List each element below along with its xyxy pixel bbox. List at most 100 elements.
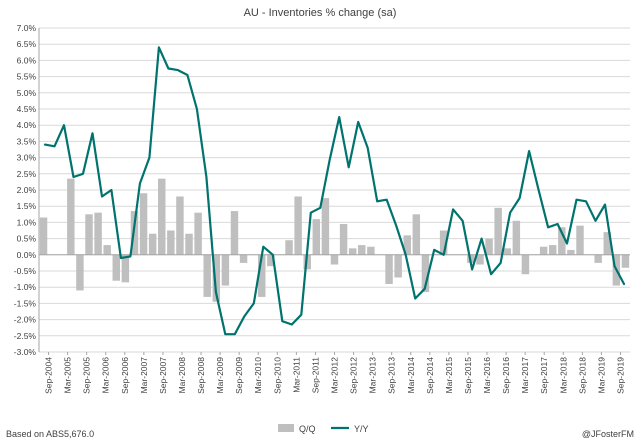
bar	[521, 254, 530, 275]
bar	[603, 232, 611, 255]
bar	[576, 225, 584, 255]
bar	[439, 230, 448, 255]
legend: Q/Q Y/Y	[278, 424, 369, 434]
bar	[512, 220, 521, 255]
y-tick-label: 0.0%	[17, 250, 37, 260]
y-tick-label: -2.0%	[14, 315, 37, 325]
bar	[148, 233, 157, 255]
y-axis-labels: 7.0% 6.5% 6.0% 5.5% 5.0% 4.5% 4.0% 3.5% 3.0% 2.5%…	[14, 23, 37, 357]
bar	[403, 235, 411, 255]
x-tick-label: Sep-2015	[463, 357, 473, 394]
bar	[567, 249, 575, 255]
x-tick-label: Sep-2016	[501, 357, 511, 394]
bar	[285, 240, 293, 255]
x-tick-label: Mar-2010	[253, 357, 263, 394]
y-tick-label: 7.0%	[17, 23, 37, 33]
x-tick-label: Sep-2004	[44, 357, 54, 394]
x-tick-label: Mar-2012	[330, 357, 340, 394]
x-axis-labels: Sep-2004 Mar-2005 Sep-2005 Mar-2006 Sep-2006…	[44, 357, 626, 394]
bar	[221, 254, 230, 286]
x-tick-label: Mar-2005	[63, 357, 73, 394]
y-tick-label: 5.5%	[17, 72, 37, 82]
bar	[158, 178, 166, 255]
bar	[258, 254, 266, 297]
x-tick-label: Mar-2015	[444, 357, 454, 394]
y-tick-label: 0.5%	[17, 234, 37, 244]
bar	[367, 246, 375, 255]
legend-swatch-qq	[278, 424, 294, 432]
bar	[358, 245, 366, 255]
x-tick-label: Mar-2017	[520, 357, 530, 394]
bar	[203, 254, 211, 297]
bar	[85, 214, 93, 255]
y-tick-label: 4.5%	[17, 104, 37, 114]
bar	[348, 248, 357, 255]
x-tick-label: Mar-2011	[291, 357, 301, 393]
bar	[167, 230, 175, 255]
x-tick-label: Sep-2005	[82, 357, 92, 394]
bar	[621, 254, 630, 268]
bar	[312, 219, 321, 255]
bar	[539, 246, 548, 255]
x-tick-label: Sep-2019	[615, 357, 625, 394]
y-tick-label: 6.0%	[17, 55, 37, 65]
y-tick-label: -2.5%	[14, 331, 37, 341]
bar	[139, 193, 148, 255]
yy-line	[43, 46, 626, 336]
y-tick-label: -0.5%	[14, 266, 37, 276]
bar-series	[39, 178, 630, 302]
y-tick-label: 3.5%	[17, 136, 37, 146]
bar	[476, 254, 484, 265]
y-tick-label: -3.0%	[14, 347, 37, 357]
x-tick-label: Mar-2018	[558, 357, 568, 394]
x-tick-label: Sep-2018	[577, 357, 587, 394]
bar	[339, 224, 348, 255]
y-tick-label: -1.5%	[14, 298, 37, 308]
bar	[39, 217, 48, 255]
bar	[294, 196, 302, 255]
x-tick-label: Mar-2007	[139, 357, 149, 394]
bar	[330, 254, 339, 265]
y-tick-label: 5.0%	[17, 88, 37, 98]
x-tick-label: Sep-2014	[425, 357, 435, 394]
chart-title: AU - Inventories % change (sa)	[244, 7, 397, 19]
bar	[421, 254, 430, 293]
bar	[67, 178, 75, 255]
line-series	[43, 46, 626, 336]
axes	[38, 28, 630, 355]
x-tick-label: Sep-2006	[120, 357, 130, 394]
y-tick-label: 1.5%	[17, 201, 37, 211]
grid-lines	[39, 27, 630, 353]
bar	[385, 254, 393, 284]
bar	[185, 233, 193, 255]
bar	[267, 254, 275, 267]
bar	[503, 248, 511, 255]
bar	[548, 245, 557, 255]
bar	[194, 212, 202, 255]
bar	[412, 214, 421, 255]
x-tick-label: Mar-2019	[596, 357, 606, 394]
x-tick-label: Mar-2014	[406, 357, 416, 394]
bar	[239, 254, 248, 263]
x-tick-label: Sep-2007	[158, 357, 168, 394]
x-tick-label: Sep-2012	[349, 357, 359, 394]
bar	[594, 254, 602, 263]
bar	[494, 207, 502, 255]
x-tick-label: Sep-2013	[387, 357, 397, 394]
bar	[112, 254, 121, 281]
x-tick-label: Sep-2011	[310, 357, 320, 394]
y-tick-label: 2.0%	[17, 185, 37, 195]
bar	[76, 254, 84, 291]
x-tick-label: Sep-2009	[234, 357, 244, 394]
legend-label-yy: Y/Y	[354, 424, 369, 434]
y-tick-label: -1.0%	[14, 282, 37, 292]
x-tick-label: Sep-2008	[196, 357, 206, 394]
y-tick-label: 4.0%	[17, 120, 37, 130]
x-tick-label: Sep-2010	[272, 357, 282, 394]
bar	[212, 254, 221, 302]
y-tick-label: 6.5%	[17, 39, 37, 49]
x-tick-label: Mar-2006	[101, 357, 111, 394]
bar	[103, 245, 111, 255]
source-note: Based on ABS5,676.0	[6, 429, 94, 439]
x-tick-label: Mar-2008	[177, 357, 187, 394]
